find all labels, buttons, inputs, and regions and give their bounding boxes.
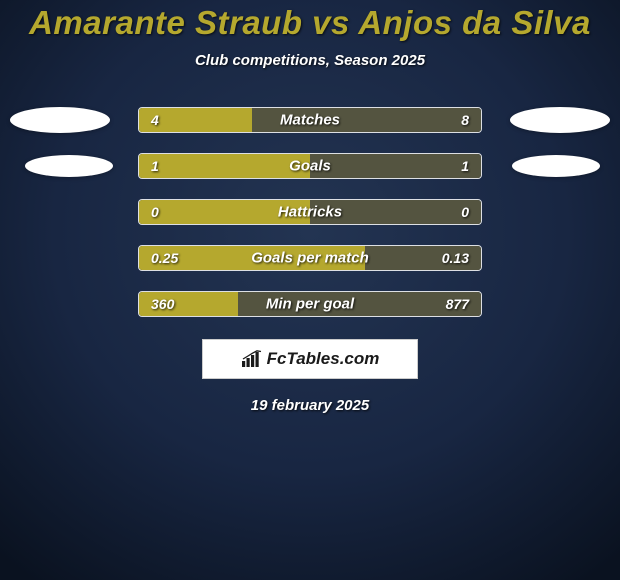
stat-row: Goals 1 1 [0, 153, 620, 179]
stat-value-left: 0.25 [151, 250, 178, 266]
stat-value-left: 360 [151, 296, 174, 312]
player-left-marker [25, 155, 113, 177]
stat-label: Hattricks [278, 204, 342, 221]
page-subtitle: Club competitions, Season 2025 [195, 52, 425, 69]
stat-bar: Hattricks 0 0 [138, 199, 482, 225]
stat-value-right: 0.13 [442, 250, 469, 266]
stat-label: Min per goal [266, 296, 354, 313]
stat-row: Goals per match 0.25 0.13 [0, 245, 620, 271]
stat-value-left: 1 [151, 158, 159, 174]
stat-bar: Goals 1 1 [138, 153, 482, 179]
stat-bar: Min per goal 360 877 [138, 291, 482, 317]
logo-text: FcTables.com [267, 349, 380, 369]
stat-bar-left [139, 154, 310, 178]
stat-value-left: 4 [151, 112, 159, 128]
stat-row: Matches 4 8 [0, 107, 620, 133]
stat-bar: Matches 4 8 [138, 107, 482, 133]
date-label: 19 february 2025 [251, 397, 369, 414]
player-right-marker [512, 155, 600, 177]
stat-bar: Goals per match 0.25 0.13 [138, 245, 482, 271]
stat-value-right: 1 [461, 158, 469, 174]
fctables-logo[interactable]: FcTables.com [202, 339, 418, 379]
stat-value-right: 0 [461, 204, 469, 220]
bar-chart-icon [241, 350, 263, 368]
stat-label: Goals per match [251, 250, 369, 267]
stat-label: Matches [280, 112, 340, 129]
page-title: Amarante Straub vs Anjos da Silva [29, 4, 591, 42]
stat-label: Goals [289, 158, 331, 175]
stat-value-left: 0 [151, 204, 159, 220]
stats-container: Matches 4 8 Goals 1 1 Hattricks 0 0 Goals per mat… [0, 107, 620, 317]
stat-row: Hattricks 0 0 [0, 199, 620, 225]
stat-value-right: 8 [461, 112, 469, 128]
stat-row: Min per goal 360 877 [0, 291, 620, 317]
player-left-marker [10, 107, 110, 133]
stat-value-right: 877 [446, 296, 469, 312]
player-right-marker [510, 107, 610, 133]
stat-bar-right [310, 154, 481, 178]
